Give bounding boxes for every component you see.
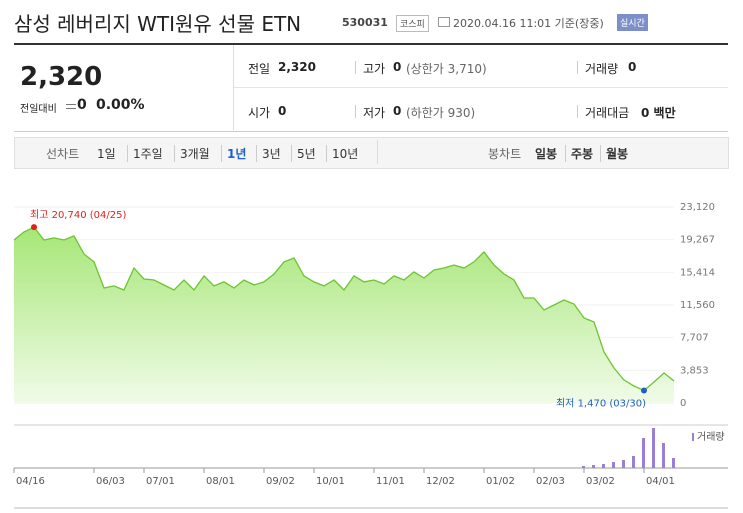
legend-swatch [692, 433, 694, 441]
x-tick-label: 12/02 [426, 476, 455, 487]
summary-box [14, 43, 728, 132]
timestamp: 2020.04.16 11:01 기준(장중) [453, 17, 604, 30]
annotation: 최저 1,470 (03/30) [556, 398, 646, 410]
y-tick-label: 23,120 [680, 202, 715, 213]
change: 0 [77, 97, 87, 113]
volume-bar [622, 460, 625, 468]
x-tick-label: 04/01 [646, 476, 675, 487]
page-title: 삼성 레버리지 WTI원유 선물 ETN [14, 12, 302, 36]
item-value: 0 백만 [641, 106, 676, 120]
x-tick-label: 11/01 [376, 476, 405, 487]
volume-bar [652, 428, 655, 468]
tab[interactable]: 3년 [256, 145, 286, 162]
tab[interactable]: 10년 [326, 145, 363, 162]
item-value: 0 [393, 60, 402, 74]
market-badge: 코스피 [396, 15, 429, 32]
x-tick-label: 03/02 [586, 476, 615, 487]
separator [355, 61, 356, 74]
annotation: 최고 20,740 (04/25) [30, 209, 126, 221]
current-price: 2,320 [20, 62, 103, 92]
item-note: (하한가 930) [406, 106, 476, 120]
x-tick-label: 09/02 [266, 476, 295, 487]
tab-bar [14, 137, 729, 169]
tab[interactable]: 월봉 [600, 145, 633, 162]
separator [577, 105, 578, 118]
tab[interactable]: 3개월 [174, 145, 215, 162]
tab-label: 봉차트 [488, 147, 522, 161]
divider [234, 87, 728, 88]
x-tick-label: 10/01 [316, 476, 345, 487]
y-tick-label: 7,707 [680, 333, 709, 344]
item-value: 0 [628, 60, 637, 74]
volume-bar [632, 456, 635, 468]
volume-bar [662, 443, 665, 468]
volume-bar [582, 466, 585, 468]
extreme-point [641, 387, 647, 394]
separator [355, 105, 356, 118]
tab-label: 선차트 [46, 147, 80, 161]
change-label: 전일대비 [20, 104, 57, 115]
y-tick-label: 11,560 [680, 300, 715, 311]
stock-code: 530031 [342, 16, 388, 29]
flat-icon [66, 104, 76, 109]
x-tick-label: 02/03 [536, 476, 565, 487]
y-tick-label: 15,414 [680, 267, 715, 278]
volume-bar [642, 438, 645, 468]
separator [577, 61, 578, 74]
item-label: 거래량 [585, 62, 619, 76]
x-tick-label: 04/16 [16, 476, 45, 487]
change-rate: 0.00% [96, 97, 145, 113]
tab[interactable]: 1일 [97, 147, 116, 161]
legend-label: 거래량 [697, 431, 725, 443]
y-tick-label: 0 [680, 398, 686, 409]
extreme-point [31, 224, 37, 231]
tab[interactable]: 5년 [291, 145, 321, 162]
calendar-icon [438, 17, 450, 27]
volume-bar [612, 462, 615, 468]
area-fill [14, 227, 674, 403]
item-value: 2,320 [278, 60, 316, 74]
item-label: 전일 [248, 62, 271, 76]
volume-bar [592, 465, 595, 468]
x-tick-label: 01/02 [486, 476, 515, 487]
divider [377, 140, 378, 164]
tab[interactable]: 주봉 [565, 145, 598, 162]
divider [233, 45, 234, 130]
item-note: (상한가 3,710) [406, 62, 487, 76]
y-tick-label: 3,853 [680, 365, 709, 376]
tab[interactable]: 일봉 [535, 147, 558, 161]
volume-bar [672, 458, 675, 468]
price-line [13, 226, 675, 392]
y-tick-label: 19,267 [680, 235, 715, 246]
volume-bar [602, 464, 605, 468]
x-tick-label: 06/03 [96, 476, 125, 487]
tab[interactable]: 1주일 [127, 145, 168, 162]
item-label: 저가 [363, 106, 386, 120]
item-label: 고가 [363, 62, 386, 76]
item-value: 0 [278, 104, 287, 118]
item-label: 시가 [248, 106, 271, 120]
x-tick-label: 07/01 [146, 476, 175, 487]
item-value: 0 [393, 104, 402, 118]
tab[interactable]: 1년 [221, 145, 251, 162]
item-label: 거래대금 [585, 106, 630, 120]
realtime-badge[interactable]: 실시간 [617, 14, 648, 31]
x-tick-label: 08/01 [206, 476, 235, 487]
